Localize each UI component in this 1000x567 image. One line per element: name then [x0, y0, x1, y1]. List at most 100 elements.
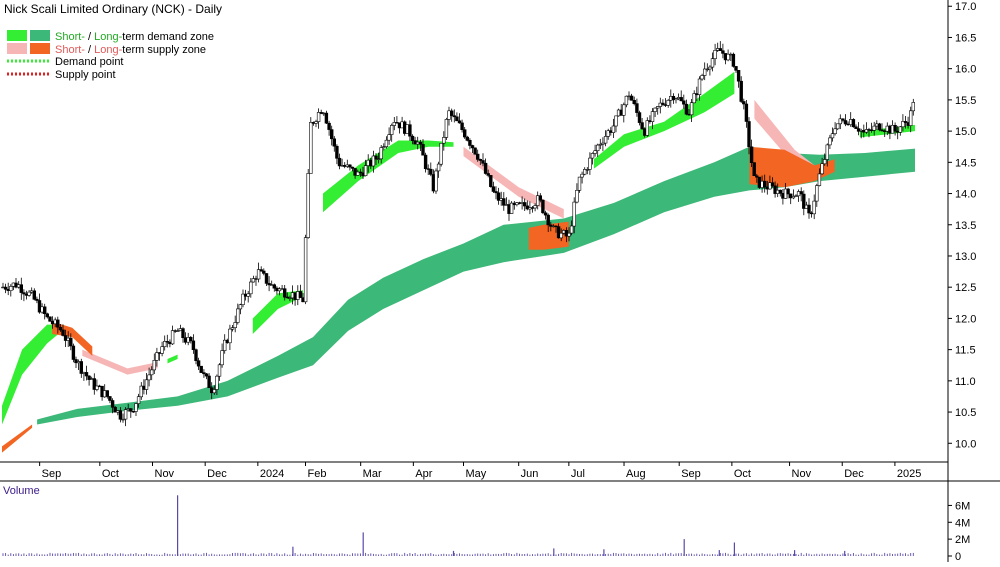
- candle-body: [721, 50, 725, 54]
- candle-body: [384, 139, 389, 147]
- candle-body: [543, 212, 548, 216]
- candle-body: [348, 164, 352, 168]
- candle-body: [872, 125, 876, 131]
- candle-body: [838, 118, 843, 125]
- candle-body: [749, 146, 754, 164]
- candle-body: [489, 175, 493, 187]
- candle-body: [820, 163, 824, 175]
- candle-body: [110, 400, 115, 408]
- candle-body: [582, 169, 587, 175]
- candle-body: [635, 103, 639, 113]
- candle-body: [791, 196, 796, 199]
- candle-body: [755, 175, 759, 178]
- volume-y-tick-label: 4M: [955, 517, 970, 529]
- candle-body: [204, 373, 209, 377]
- y-tick-label: 11.5: [955, 345, 976, 357]
- candle-body: [856, 128, 861, 132]
- candle-body: [770, 182, 775, 187]
- short-term-demand-zone: [593, 71, 735, 169]
- legend-supply-long: Long-: [94, 44, 122, 56]
- x-tick-label: Mar: [363, 468, 382, 480]
- candle-body: [324, 112, 329, 124]
- x-tick-label: Jul: [571, 468, 585, 480]
- candle-body: [392, 122, 396, 126]
- candle-body: [483, 162, 488, 174]
- candle-body: [223, 339, 227, 351]
- candle-body: [606, 130, 610, 137]
- candle-body: [121, 418, 125, 421]
- candle-body: [309, 122, 313, 174]
- candle-body: [415, 141, 420, 145]
- candle-body: [585, 169, 590, 171]
- candle-body: [134, 403, 138, 412]
- candle-body: [598, 143, 603, 146]
- legend: Short- / Long-term demand zone Short- / …: [7, 30, 214, 81]
- price-y-axis: 10.0 10.5 11.0 11.5 12.0 12.5 13.0 13.5 14.0 14.5…: [947, 0, 976, 481]
- candle-body: [752, 162, 756, 177]
- volume-y-tick-label: 2M: [955, 534, 970, 546]
- candle-body: [478, 159, 482, 161]
- candle-body: [3, 286, 8, 290]
- candle-body: [815, 185, 819, 202]
- legend-demand-rest: term demand zone: [122, 31, 214, 43]
- candle-body: [538, 195, 543, 201]
- candle-body: [739, 80, 743, 102]
- x-tick-label: 2025: [897, 468, 921, 480]
- y-tick-label: 12.5: [955, 282, 976, 294]
- candle-body: [898, 126, 903, 133]
- candle-body: [807, 204, 811, 214]
- candle-body: [337, 157, 342, 167]
- candle-body: [442, 137, 446, 144]
- candle-body: [486, 173, 490, 176]
- candle-body: [92, 378, 97, 390]
- candle-body: [376, 158, 381, 160]
- candle-body: [350, 166, 355, 169]
- candle-body: [374, 155, 378, 160]
- candle-body: [87, 375, 91, 380]
- y-tick-label: 10.0: [955, 438, 976, 450]
- candle-body: [241, 293, 245, 306]
- candle-body: [410, 135, 415, 141]
- candle-body: [9, 286, 13, 291]
- candle-body: [58, 326, 63, 331]
- candle-body: [236, 308, 240, 323]
- candle-body: [877, 123, 882, 131]
- y-tick-label: 11.0: [955, 376, 976, 388]
- candle-body: [163, 341, 167, 347]
- candle-body: [747, 121, 751, 148]
- candle-body: [624, 95, 629, 106]
- candle-body: [155, 352, 159, 361]
- candle-body: [71, 345, 76, 360]
- legend-swatch-long-supply: [30, 43, 50, 54]
- candle-body: [567, 232, 571, 237]
- candle-body: [303, 237, 308, 303]
- candle-body: [674, 98, 678, 101]
- candle-body: [217, 364, 222, 377]
- candle-body: [645, 120, 650, 136]
- candle-body: [629, 95, 634, 101]
- candle-body: [828, 137, 832, 146]
- candle-body: [79, 361, 84, 374]
- candles-layer: [1, 41, 916, 427]
- candle-body: [549, 224, 553, 227]
- candle-body: [679, 97, 683, 102]
- candle-body: [851, 119, 856, 128]
- legend-swatch-long-demand: [30, 30, 50, 41]
- candle-body: [908, 110, 913, 126]
- candle-body: [170, 330, 175, 345]
- candle-body: [692, 93, 696, 104]
- legend-demand-point: Demand point: [55, 56, 124, 68]
- candle-body: [799, 191, 803, 195]
- candle-body: [462, 129, 467, 138]
- candle-body: [382, 146, 386, 148]
- candle-body: [588, 157, 592, 170]
- candle-body: [56, 319, 60, 328]
- x-tick-label: Dec: [844, 468, 864, 480]
- candle-body: [661, 102, 665, 105]
- candle-body: [150, 369, 154, 376]
- candle-body: [246, 293, 250, 297]
- candle-body: [802, 193, 806, 209]
- short-term-demand-zone: [167, 354, 178, 364]
- y-tick-label: 10.5: [955, 407, 976, 419]
